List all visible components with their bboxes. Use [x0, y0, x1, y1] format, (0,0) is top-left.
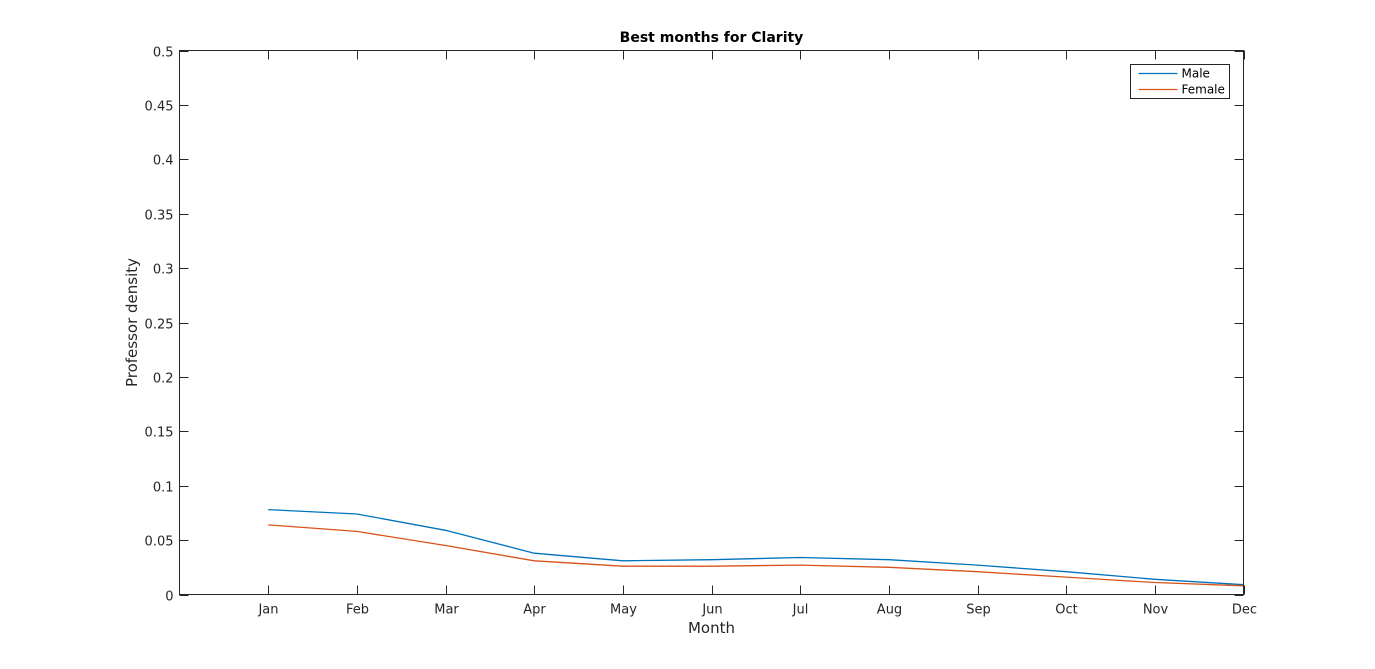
- series-line-male: [268, 508, 1244, 586]
- y-tick-label: 0.1: [153, 481, 174, 496]
- y-tick-label: 0: [165, 590, 173, 605]
- y-axis-label: Professor density: [123, 258, 141, 387]
- plot-frame: [179, 50, 1244, 595]
- y-tick-label: 0.5: [153, 46, 174, 61]
- y-tick-label: 0.45: [145, 100, 174, 115]
- x-tick-label: Aug: [877, 603, 902, 618]
- x-tick-label: May: [610, 603, 637, 618]
- y-tick-label: 0.35: [145, 209, 174, 224]
- x-axis-label: Month: [688, 619, 735, 637]
- chart-title: Best months for Clarity: [620, 30, 804, 46]
- y-tick-label: 0.3: [153, 263, 174, 278]
- y-tick-label: 0.15: [145, 426, 174, 441]
- series-layer: [268, 508, 1244, 587]
- x-tick-label: Nov: [1143, 603, 1169, 618]
- y-tick-label: 0.4: [153, 154, 174, 169]
- legend-box: [1130, 64, 1230, 99]
- legend-label: Male: [1182, 67, 1210, 81]
- x-tick-label: Mar: [434, 603, 459, 618]
- y-tick-label: 0.25: [145, 318, 174, 333]
- y-tick-label: 0.05: [145, 535, 174, 550]
- x-tick-label: Jun: [701, 603, 722, 618]
- y-tick-label: 0.2: [153, 372, 174, 387]
- legend-label: Female: [1182, 83, 1225, 97]
- x-tick-label: Oct: [1055, 603, 1077, 618]
- x-tick-label: Dec: [1232, 603, 1257, 618]
- x-tick-label: Feb: [346, 603, 369, 618]
- series-line-female: [268, 524, 1244, 587]
- x-tick-label: Jul: [792, 603, 809, 618]
- legend: Male Female: [1130, 64, 1230, 99]
- x-tick-label: Jan: [257, 603, 278, 618]
- tick-layer: 0 0.05 0.1 0.15 0.2 0.25 0.3 0.35 0.4 0.45 0.5 Jan F…: [145, 46, 1258, 618]
- x-tick-label: Apr: [523, 603, 546, 618]
- x-tick-label: Sep: [966, 603, 991, 618]
